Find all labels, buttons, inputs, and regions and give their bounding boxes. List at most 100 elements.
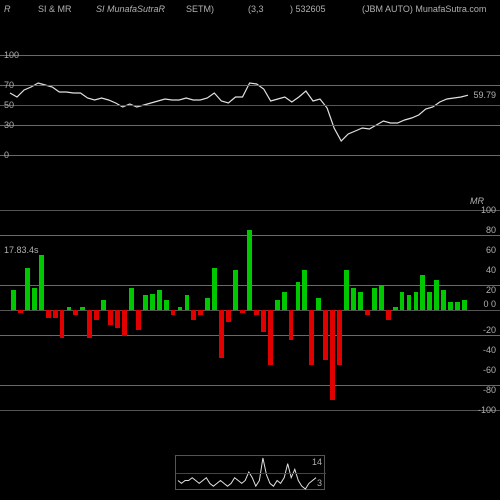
mr-bar <box>212 268 217 310</box>
y-axis-label: 30 <box>4 120 14 130</box>
y-axis-label: 0 0 <box>483 299 496 309</box>
gridline <box>0 385 500 386</box>
mr-bar <box>407 295 412 310</box>
mr-bar <box>226 310 231 322</box>
mr-bar-chart: MR100806040200 0-20-40-60-80-10017.83.4s <box>0 210 500 410</box>
hdr-r: R <box>4 4 11 14</box>
y-axis-label: 20 <box>486 285 496 295</box>
mr-bar <box>365 310 370 315</box>
mr-bar <box>25 268 30 310</box>
mr-bar <box>337 310 342 365</box>
mr-bar <box>233 270 238 310</box>
y-axis-label: -40 <box>483 345 496 355</box>
gridline <box>0 105 500 106</box>
gridline <box>0 155 500 156</box>
mr-bar <box>316 298 321 310</box>
gridline <box>0 55 500 56</box>
hdr-jbm: (JBM AUTO) MunafaSutra.com <box>362 4 486 14</box>
mr-bar <box>282 292 287 310</box>
mr-bar <box>143 295 148 310</box>
rsi-line-chart: 100705030059.79 <box>0 55 500 155</box>
mr-bar <box>157 290 162 310</box>
chart-header: R SI & MR SI MunafaSutraR SETM) (3,3 ) 5… <box>0 2 500 16</box>
mr-bar <box>427 292 432 310</box>
mr-bar <box>379 285 384 310</box>
hdr-setm: SETM) <box>186 4 214 14</box>
mr-bar <box>87 310 92 338</box>
mr-bar <box>386 310 391 320</box>
mr-bar <box>205 298 210 310</box>
mr-bar <box>344 270 349 310</box>
mr-bar <box>462 300 467 310</box>
gridline <box>0 335 500 336</box>
mr-bar <box>164 300 169 310</box>
mini-line-svg <box>176 456 326 491</box>
mr-bar <box>60 310 65 338</box>
y-axis-label: 100 <box>4 50 19 60</box>
gridline <box>0 210 500 211</box>
mr-bar <box>240 310 245 313</box>
mr-bar <box>18 310 23 313</box>
mini-bot-label: 3 <box>317 478 322 488</box>
hdr-33: (3,3 <box>248 4 264 14</box>
mr-bar <box>330 310 335 400</box>
mr-bar <box>32 288 37 310</box>
rsi-end-value: 59.79 <box>473 90 496 100</box>
mr-bar <box>171 310 176 315</box>
y-axis-label: 50 <box>4 100 14 110</box>
mr-bar <box>414 292 419 310</box>
mr-bar <box>178 307 183 310</box>
mr-bar <box>185 295 190 310</box>
gridline <box>0 85 500 86</box>
hdr-code: ) 532605 <box>290 4 326 14</box>
mr-bar <box>94 310 99 320</box>
mr-bar <box>73 310 78 315</box>
y-axis-label: -60 <box>483 365 496 375</box>
y-axis-label: -80 <box>483 385 496 395</box>
mini-indicator-chart: 14 3 <box>175 455 325 490</box>
mr-bar <box>261 310 266 332</box>
mr-bar <box>275 300 280 310</box>
mr-bar <box>441 290 446 310</box>
mr-bar <box>448 302 453 310</box>
y-axis-label: -100 <box>478 405 496 415</box>
mr-bar <box>302 270 307 310</box>
gridline <box>0 410 500 411</box>
y-axis-label: 60 <box>486 245 496 255</box>
mr-bar <box>393 307 398 310</box>
mr-bar <box>351 288 356 310</box>
gridline <box>0 125 500 126</box>
y-axis-label: 100 <box>481 205 496 215</box>
mr-bar <box>136 310 141 330</box>
left-mid-label: 17.83.4s <box>4 245 39 255</box>
mr-bar <box>372 288 377 310</box>
mr-bar <box>108 310 113 325</box>
mr-bar <box>296 282 301 310</box>
mr-bar <box>115 310 120 328</box>
hdr-simr: SI & MR <box>38 4 72 14</box>
mr-bar <box>400 292 405 310</box>
mr-bar <box>358 292 363 310</box>
mr-bar <box>420 275 425 310</box>
hdr-munafa: SI MunafaSutraR <box>96 4 165 14</box>
mr-bar <box>268 310 273 365</box>
y-axis-label: 70 <box>4 80 14 90</box>
mr-bar <box>323 310 328 360</box>
mr-bar <box>122 310 127 336</box>
mr-bar <box>53 310 58 318</box>
mr-bar <box>150 294 155 310</box>
mr-bar <box>455 302 460 310</box>
mr-bar <box>254 310 259 315</box>
mr-bar <box>101 300 106 310</box>
y-axis-label: 80 <box>486 225 496 235</box>
mini-top-label: 14 <box>312 457 322 467</box>
mr-bar <box>129 288 134 310</box>
y-axis-label: 0 <box>4 150 9 160</box>
y-axis-label: -20 <box>483 325 496 335</box>
mr-bar <box>247 230 252 310</box>
rsi-line <box>10 83 468 141</box>
mr-bar <box>46 310 51 318</box>
mr-bar <box>39 255 44 310</box>
mr-bar <box>309 310 314 365</box>
mr-bar <box>434 280 439 310</box>
